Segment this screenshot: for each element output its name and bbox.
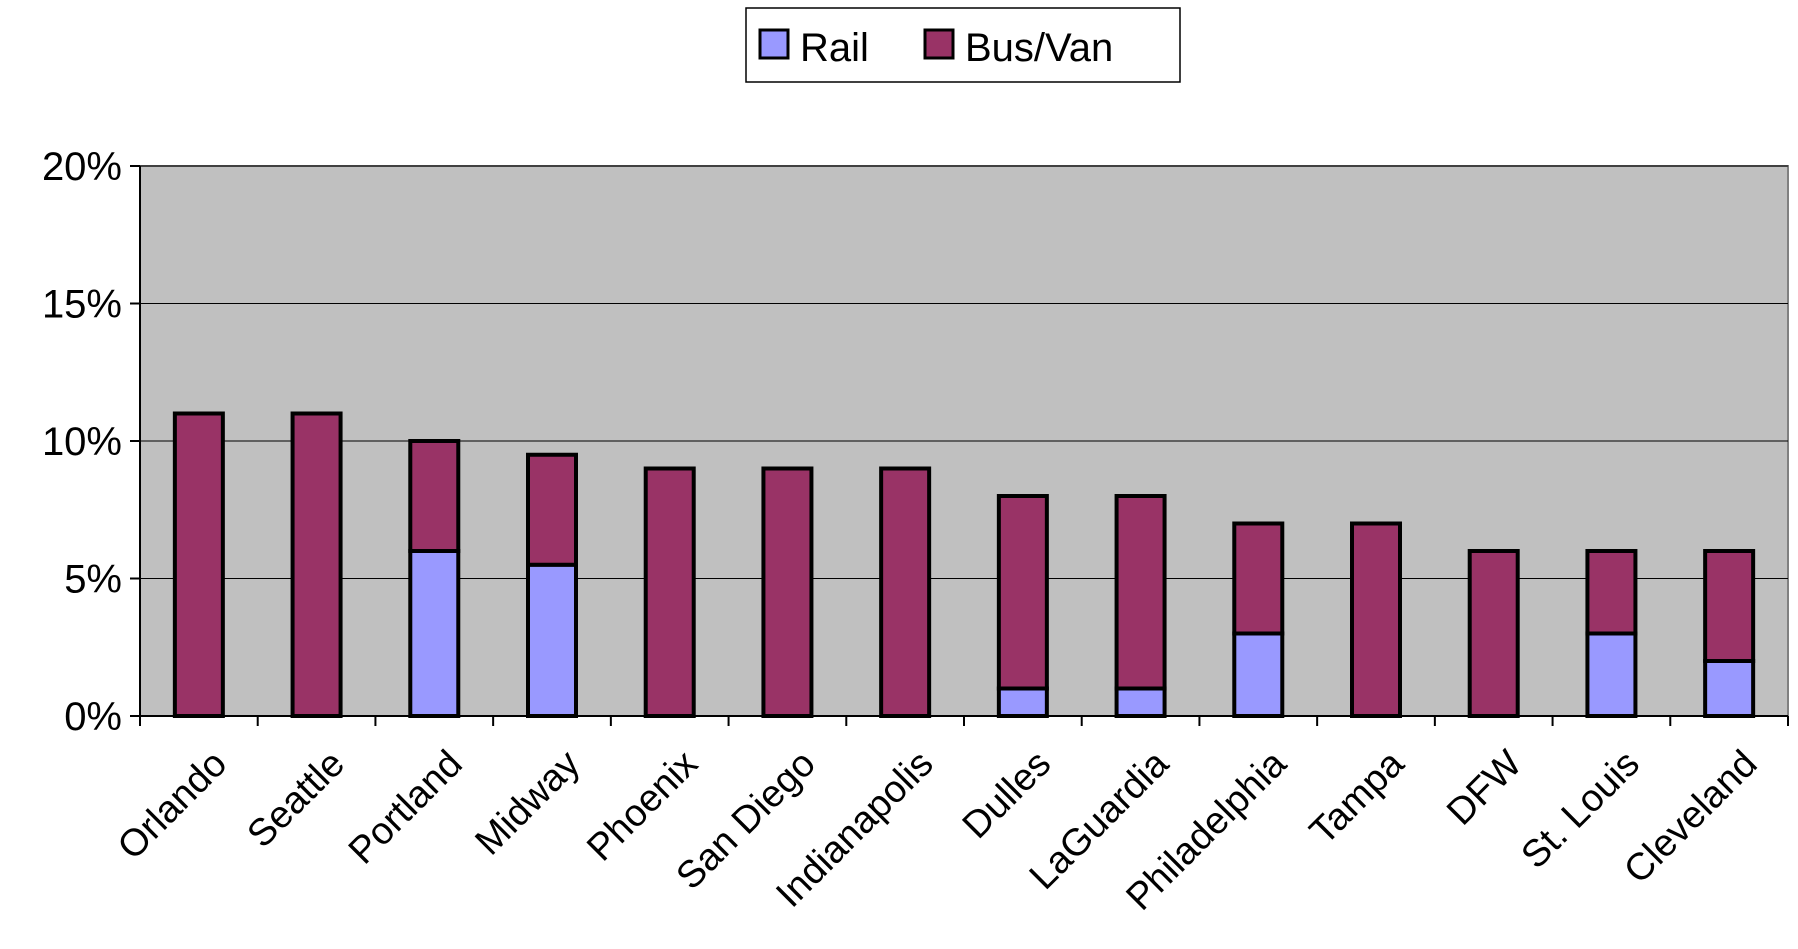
bar-rail-midway [526,562,578,718]
y-tick-label: 5% [64,558,122,602]
bar-bus-van-st-louis [1585,549,1638,636]
y-tick-labels: 0% 5% 10% 15% 20% [42,145,122,739]
bar-bus-van-dulles [996,494,1049,691]
x-tick-label-portland: Portland [341,743,471,873]
bar-bus-van-seattle [290,411,343,718]
bar-bus-van-philadelphia [1232,521,1285,636]
y-tick-label: 10% [42,420,122,464]
x-tick-label-dulles: Dulles [955,743,1059,847]
bar-bus-van-san-diego [761,466,814,718]
bar-bus-van-phoenix [643,466,696,718]
y-tick-label: 0% [64,695,122,739]
legend-swatch-bus-van [923,28,955,60]
x-tick-label-tampa: Tampa [1302,742,1413,853]
x-tick-label-orlando: Orlando [110,743,235,868]
y-tick-label: 15% [42,283,122,327]
bar-rail-portland [408,549,461,718]
bar-rail-cleveland [1703,659,1756,718]
x-tick-label-seattle: Seattle [240,743,353,856]
bar-rail-st-louis [1585,631,1638,718]
axes [130,165,1789,726]
x-tick-label-dfw: DFW [1439,743,1530,834]
bar-rail-philadelphia [1232,631,1285,718]
bar-rail-laguardia [1114,686,1167,718]
bar-bus-van-portland [408,439,461,553]
legend-box [745,7,1181,83]
bars [172,411,1756,718]
legend-swatch-rail [758,28,790,60]
bar-rail-dulles [996,686,1049,718]
bar-bus-van-dfw [1467,549,1520,718]
legend-label-rail: Rail [800,26,869,70]
bar-bus-van-midway [526,452,578,567]
bar-bus-van-orlando [172,411,225,718]
legend-label-bus-van: Bus/Van [965,26,1113,70]
legend: Rail Bus/Van [745,7,1181,83]
bar-bus-van-tampa [1350,521,1402,718]
y-tick-label: 20% [42,145,122,189]
x-tick-label-midway: Midway [468,743,589,864]
bar-bus-van-laguardia [1114,494,1167,691]
bar-bus-van-indianapolis [879,466,932,718]
bar-bus-van-cleveland [1703,549,1756,663]
